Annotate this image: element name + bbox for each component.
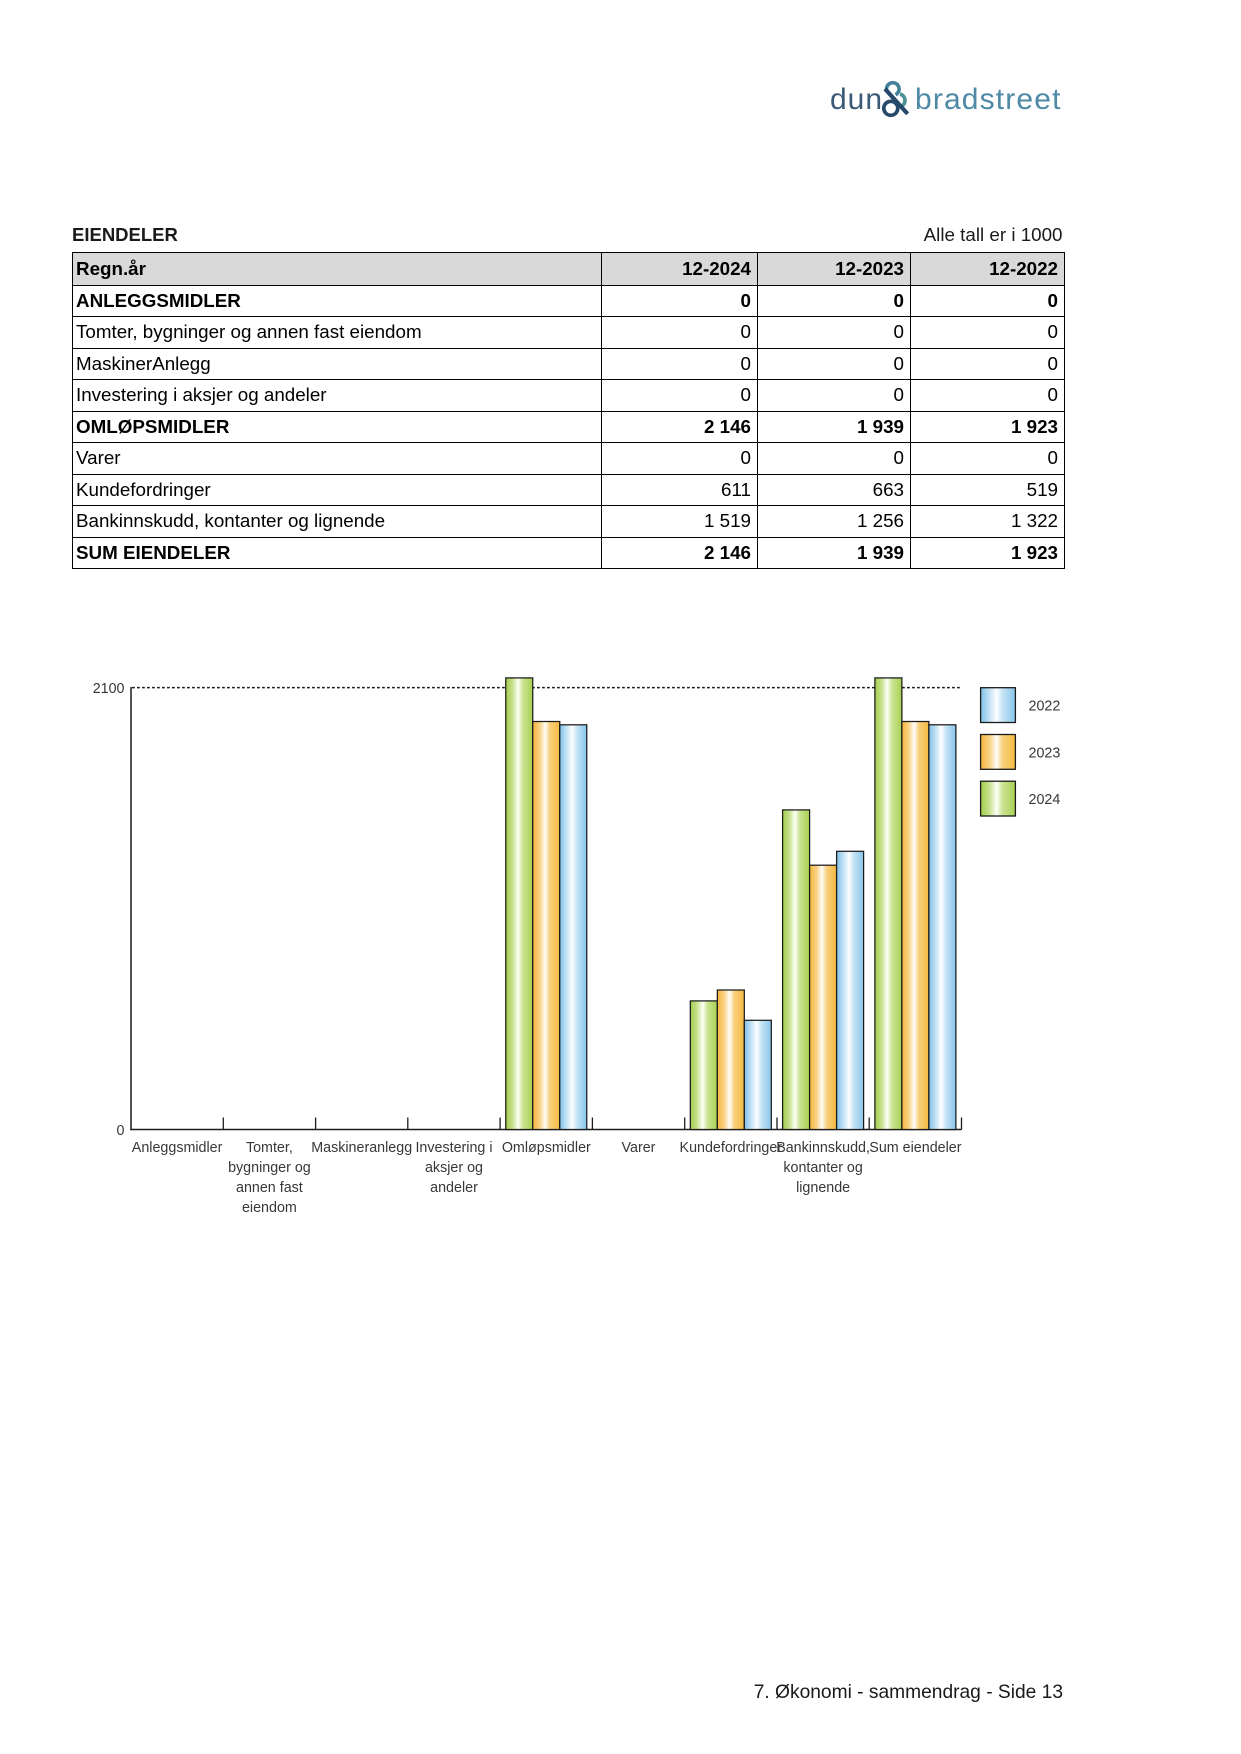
svg-text:Kundefordringer: Kundefordringer — [680, 1140, 783, 1156]
svg-text:0: 0 — [117, 1123, 125, 1139]
svg-text:Sum eiendeler: Sum eiendeler — [869, 1140, 961, 1156]
svg-text:2100: 2100 — [93, 681, 125, 697]
svg-text:Varer: Varer — [622, 1140, 656, 1156]
svg-text:Anleggsmidler: Anleggsmidler — [132, 1140, 223, 1156]
svg-text:Maskineranlegg: Maskineranlegg — [311, 1140, 412, 1156]
svg-text:Omløpsmidler: Omløpsmidler — [502, 1140, 591, 1156]
svg-text:2022: 2022 — [1029, 699, 1061, 715]
svg-text:2024: 2024 — [1029, 792, 1061, 808]
svg-text:2023: 2023 — [1029, 745, 1061, 761]
